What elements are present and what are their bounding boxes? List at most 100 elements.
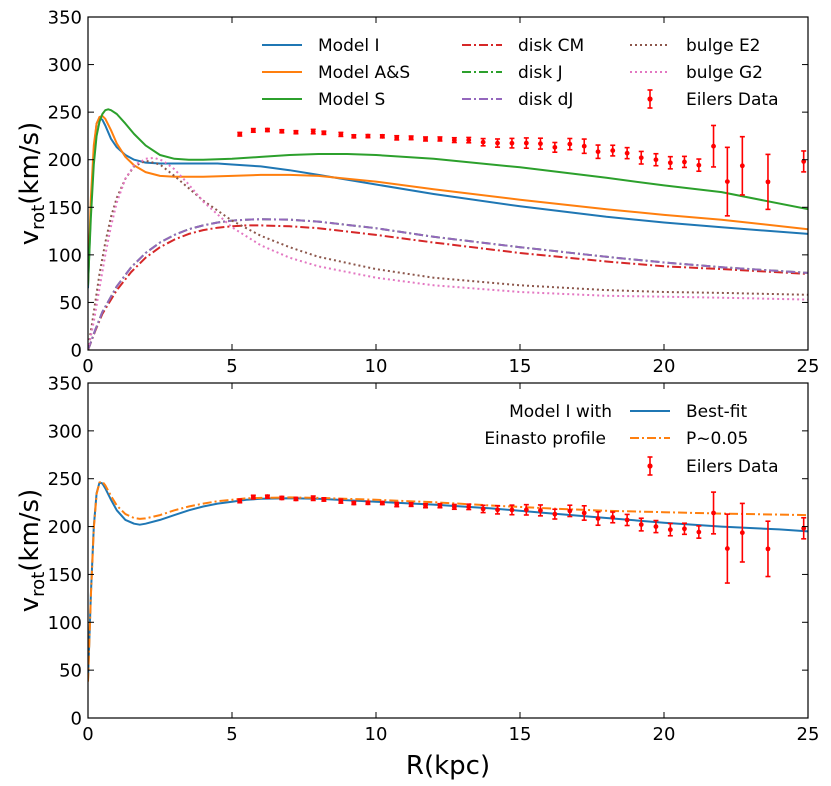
bottom-panel: 0 5 10 15 20 25050100150200250300350vrot(km/s…: [15, 374, 819, 782]
data-point: [509, 140, 515, 146]
y-tick-label: 250: [48, 469, 82, 490]
legend-label: Model S: [318, 90, 385, 110]
legend-title-line1: Model I with: [509, 402, 612, 422]
data-point: [250, 128, 256, 133]
legend-item: Model I: [262, 36, 379, 56]
y-tick-label: 300: [48, 421, 82, 442]
eilers-data-points: [237, 491, 807, 584]
legend-label: P~0.05: [686, 429, 748, 449]
legend-label: disk dJ: [518, 90, 573, 110]
y-tick-label: 350: [48, 8, 82, 29]
data-point: [509, 507, 515, 513]
y-tick-label: 200: [48, 150, 82, 171]
data-point: [379, 133, 385, 139]
data-point: [739, 530, 745, 536]
data-point: [351, 133, 357, 139]
x-tick-label: 25: [797, 356, 820, 377]
legend-item: disk J: [462, 63, 563, 83]
data-point: [495, 140, 500, 146]
data-point: [451, 137, 457, 143]
data-point: [451, 504, 457, 510]
data-point: [250, 494, 256, 500]
y-tick-label: 50: [59, 661, 82, 682]
legend-label: Eilers Data: [686, 457, 779, 477]
legend-label: Eilers Data: [686, 90, 779, 110]
data-point: [724, 179, 730, 184]
x-tick-label: 20: [653, 724, 676, 745]
legend-item-eilers: Eilers Data: [647, 456, 779, 477]
axes-frame: [87, 16, 809, 351]
legend-item: bulge E2: [630, 36, 761, 56]
data-point: [724, 546, 730, 551]
data-point: [338, 132, 344, 137]
data-point: [495, 507, 500, 513]
series-bulge-g2: [88, 156, 808, 350]
data-point: [338, 498, 344, 504]
y-tick-label: 50: [59, 293, 82, 314]
data-point: [279, 495, 285, 501]
data-point: [480, 506, 486, 512]
data-point: [423, 136, 428, 142]
data-point: [610, 148, 616, 153]
data-point: [682, 159, 687, 165]
data-point: [437, 503, 443, 509]
legend-label: Model A&S: [318, 63, 410, 83]
x-tick-label: 20: [653, 356, 676, 377]
y-tick-label: 200: [48, 517, 82, 538]
data-point: [638, 522, 644, 527]
data-point: [365, 500, 371, 506]
eilers-data-points: [237, 124, 807, 217]
data-point: [437, 136, 443, 142]
data-point: [538, 507, 543, 513]
data-point: [610, 514, 616, 520]
data-point: [408, 135, 414, 141]
data-point: [394, 502, 400, 507]
data-point: [265, 494, 270, 500]
y-axis-label: vrot(km/s): [15, 489, 49, 612]
data-point: [653, 157, 659, 163]
axes-frame: [87, 382, 809, 719]
x-tick-label: 5: [226, 724, 237, 745]
top-panel: 0 5 10 15 20 25050100150200250300350vrot(km/s…: [15, 8, 819, 378]
data-point: [523, 507, 529, 513]
legend-item: Model A&S: [262, 63, 410, 83]
data-point: [265, 127, 270, 133]
x-axis-label: R(kpc): [406, 751, 490, 781]
y-tick-label: 100: [48, 613, 82, 634]
data-point: [667, 527, 673, 533]
data-point: [624, 517, 630, 523]
data-point: [237, 131, 243, 137]
data-point: [480, 139, 486, 145]
series-model-a-s: [88, 114, 808, 284]
data-point: [667, 160, 673, 166]
data-point: [711, 143, 716, 149]
series-p-0-05: [88, 480, 808, 682]
data-point: [581, 143, 587, 149]
data-point: [595, 149, 601, 155]
y-tick-label: 150: [48, 198, 82, 219]
y-tick-label: 350: [48, 374, 82, 395]
legend-label: bulge E2: [686, 36, 761, 56]
y-tick-label: 0: [71, 341, 82, 362]
data-point: [711, 510, 716, 516]
y-tick-label: 100: [48, 245, 82, 266]
data-point: [696, 162, 702, 168]
legend-label: disk J: [518, 63, 563, 83]
x-tick-label: 10: [365, 356, 388, 377]
data-point: [379, 500, 385, 506]
data-point: [423, 503, 428, 509]
legend-item-eilers: Eilers Data: [647, 89, 779, 110]
legend-item: Model S: [262, 90, 385, 110]
y-axis-label: vrot(km/s): [15, 122, 49, 245]
data-point: [567, 141, 573, 147]
legend-marker: [647, 96, 653, 102]
data-point: [624, 150, 630, 156]
series-disk-cm: [88, 224, 808, 350]
data-point: [638, 155, 644, 161]
model-curves: [88, 480, 808, 682]
data-point: [237, 498, 243, 504]
data-point: [801, 159, 807, 164]
data-point: [310, 129, 316, 134]
